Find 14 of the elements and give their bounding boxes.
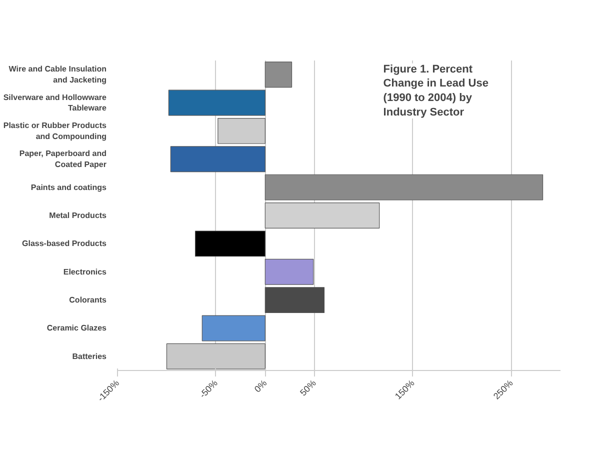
y-tick-label: Batteries — [72, 352, 108, 361]
x-tick-label: 50% — [298, 378, 318, 398]
y-tick-label: Silverware and Hollowware Tableware — [3, 92, 108, 113]
y-tick-label: Colorants — [69, 296, 108, 305]
y-tick-label: Metal Products — [49, 211, 108, 220]
y-tick-label: Plastic or Rubber Products and Compounding — [3, 121, 108, 141]
y-tick-label: Wire and Cable Insulation and Jacketing — [8, 64, 107, 84]
text: Figure 1. Percent Change in Lead Use (1990 to 2004) by Industry Sector — [383, 63, 488, 119]
x-tick-label: 0% — [252, 378, 269, 394]
y-tick-label: Electronics — [63, 267, 108, 276]
y-tick-label: Ceramic Glazes — [46, 324, 108, 333]
y-tick-label: Paints and coatings — [30, 182, 108, 192]
y-tick-label: Paper, Paperboard and Coated Paper — [19, 149, 107, 170]
y-tick-label: Glass-based Products — [22, 239, 108, 248]
